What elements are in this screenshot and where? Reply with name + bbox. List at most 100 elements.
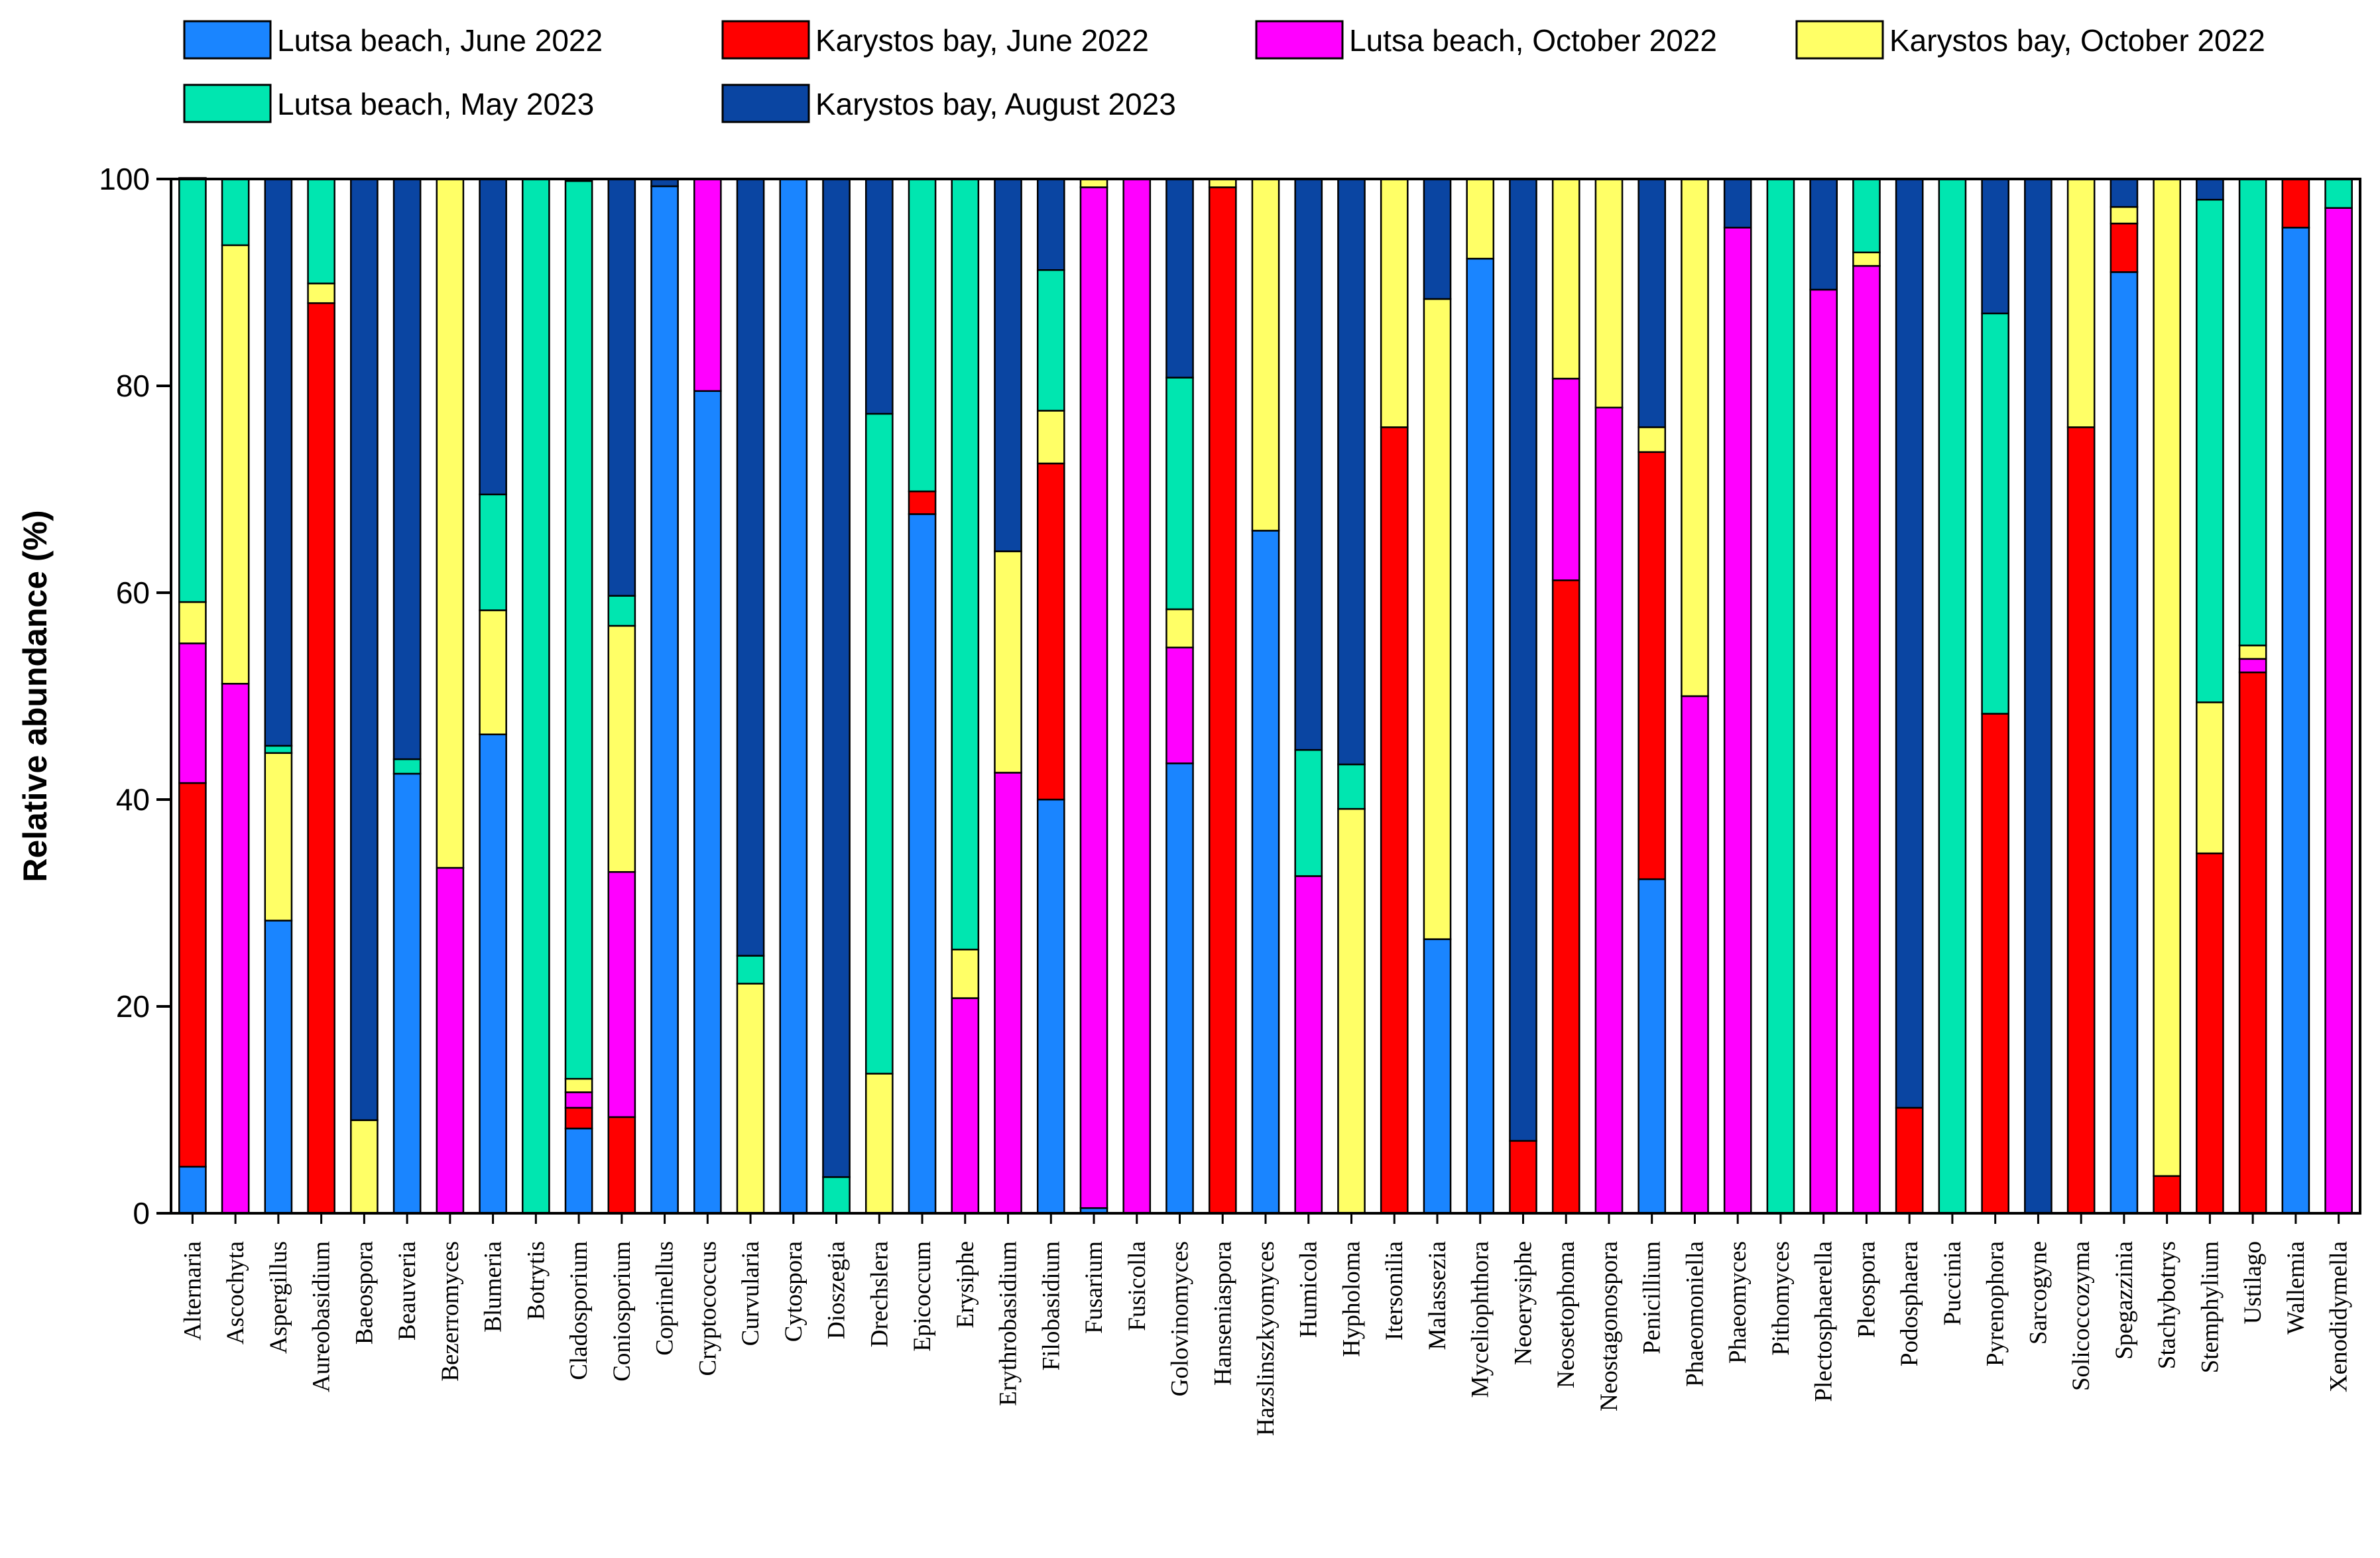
bar-segment-wallemia-s1 (2281, 178, 2310, 229)
x-tick-label: Cytospora (780, 1241, 807, 1342)
y-tick-label: 60 (116, 575, 150, 610)
bar-segment-cladosporium-s3 (564, 1077, 593, 1093)
bar-segment-hypholoma-s4 (1337, 763, 1366, 810)
bar-segment-baeospora-s3 (350, 1119, 379, 1215)
bar-segment-baeospora-s5 (350, 178, 379, 1121)
bar-segment-blumeria-s0 (479, 733, 507, 1215)
bar-segment-pleospora-s3 (1852, 251, 1881, 267)
bar-segment-neostagonospora-s2 (1594, 406, 1624, 1215)
legend-swatch (1795, 20, 1884, 60)
bar-segment-erysiphe-s3 (951, 948, 980, 999)
bar-segment-malassezia-s0 (1423, 938, 1452, 1215)
bar-segment-stemphylium-s5 (2196, 178, 2224, 201)
bar-segment-beauveria-s4 (392, 758, 422, 775)
x-tick-label: Hypholoma (1338, 1241, 1365, 1357)
x-tick-label: Ascochyta (222, 1241, 249, 1345)
x-tick-label: Podosphaera (1896, 1241, 1923, 1366)
bar-segment-golovinomyces-s4 (1165, 377, 1194, 611)
x-tick-label: Neoerysiphe (1510, 1241, 1537, 1365)
bar-segment-dioszegia-s5 (822, 178, 851, 1178)
bar-segment-myceliophthora-s0 (1466, 257, 1495, 1215)
chart-legend: Lutsa beach, June 2022 Karystos bay, June… (183, 20, 2265, 123)
bar-area (178, 177, 2353, 1215)
bar-segment-aureobasidium-s1 (307, 302, 335, 1215)
bar-segment-ustilago-s3 (2238, 644, 2267, 660)
bar-segment-plectosphaerella-s2 (1809, 288, 1838, 1215)
bar-segment-spegazzinia-s1 (2110, 222, 2139, 273)
bar-segment-curvularia-s4 (736, 955, 765, 985)
bar-segment-erythrobasidium-s3 (994, 550, 1022, 774)
bar-segment-blumeria-s4 (479, 493, 507, 611)
bar-segment-neostagonospora-s3 (1594, 178, 1624, 409)
bar-segment-phaeomyces-s5 (1723, 178, 1752, 229)
bar-segment-fusarium-s2 (1079, 186, 1108, 1209)
bar-segment-golovinomyces-s3 (1165, 608, 1194, 648)
bar-segment-bezerromyces-s3 (436, 178, 465, 869)
bar-segment-fusicolla-s2 (1122, 178, 1152, 1215)
bar-segment-hazslinszkyomyces-s0 (1251, 530, 1280, 1215)
x-tick-label: Pleospora (1853, 1241, 1880, 1338)
bar-segment-cladosporium-s1 (564, 1107, 593, 1130)
bar-segment-pyrenophora-s1 (1981, 713, 2009, 1215)
bar-segment-itersonilia-s3 (1380, 178, 1409, 428)
bar-segment-bezerromyces-s2 (436, 867, 465, 1215)
x-tick-label: Curvularia (737, 1241, 764, 1346)
bar-segment-pithomyces-s4 (1766, 178, 1795, 1215)
x-tick-label: Phaeomyces (1724, 1241, 1752, 1364)
bar-segment-cladosporium-s0 (564, 1127, 593, 1215)
bar-segment-hypholoma-s3 (1337, 808, 1366, 1215)
legend-swatch (183, 20, 272, 60)
x-tick-label: Malassezia (1424, 1241, 1451, 1350)
y-axis-title: Relative abundance (%) (17, 510, 54, 882)
bar-segment-beauveria-s5 (392, 178, 422, 760)
bar-segment-hazslinszkyomyces-s3 (1251, 178, 1280, 532)
bar-segment-pleospora-s4 (1852, 178, 1881, 254)
x-tick-label: Fusicolla (1124, 1241, 1151, 1331)
bar-segment-pyrenophora-s4 (1981, 312, 2009, 715)
x-tick-label: Stachybotrys (2154, 1241, 2181, 1369)
bar-segment-neosetophoma-s3 (1551, 178, 1580, 380)
legend-swatch (721, 20, 810, 60)
bar-segment-coniosporium-s4 (607, 595, 636, 627)
x-tick-label: Myceliophthora (1467, 1241, 1494, 1398)
bar-segment-stemphylium-s4 (2196, 198, 2224, 703)
bar-segment-alternaria-s4 (178, 177, 207, 603)
x-tick-label: Hanseniaspora (1209, 1241, 1236, 1386)
bar-segment-aspergillus-s3 (264, 752, 293, 922)
x-tick-label: Fusarium (1081, 1241, 1108, 1334)
bar-segment-alternaria-s2 (178, 642, 207, 784)
bar-segment-solicoccozyma-s3 (2066, 178, 2096, 428)
bar-segment-aspergillus-s0 (264, 920, 293, 1215)
legend-swatch (1255, 20, 1344, 60)
bar-segment-itersonilia-s1 (1380, 426, 1409, 1215)
bar-segment-neosetophoma-s2 (1551, 377, 1580, 581)
x-tick-label: Itersonilia (1381, 1241, 1408, 1341)
bar-segment-curvularia-s5 (736, 178, 765, 957)
x-tick-label: Pyrenophora (1982, 1241, 2009, 1366)
bar-segment-erysiphe-s4 (951, 178, 980, 951)
bar-segment-ascochyta-s2 (221, 683, 250, 1215)
bar-segment-solicoccozyma-s1 (2066, 426, 2096, 1215)
x-tick-label: Spegazzinia (2111, 1241, 2138, 1360)
x-tick-label: Epicoccum (909, 1241, 936, 1352)
bar-segment-alternaria-s3 (178, 601, 207, 644)
x-tick-label: Humicola (1295, 1241, 1323, 1338)
bar-segment-humicola-s5 (1294, 178, 1323, 751)
x-tick-label: Bezerromyces (437, 1241, 464, 1382)
y-tick-label: 80 (116, 369, 150, 403)
bar-segment-coprinellus-s0 (650, 185, 679, 1215)
x-tick-label: Alternaria (179, 1241, 206, 1341)
bar-segment-alternaria-s0 (178, 1166, 207, 1215)
x-tick-label: Stemphylium (2196, 1241, 2224, 1374)
bar-segment-neoerysiphe-s1 (1509, 1140, 1537, 1215)
bar-segment-filobasidium-s4 (1036, 269, 1065, 412)
bar-segment-neosetophoma-s1 (1551, 579, 1580, 1215)
bar-segment-stemphylium-s1 (2196, 852, 2224, 1215)
bar-segment-stemphylium-s3 (2196, 701, 2224, 855)
bar-segment-spegazzinia-s5 (2110, 178, 2139, 208)
bar-segment-penicillium-s5 (1637, 178, 1667, 428)
y-tick-label: 0 (133, 1196, 150, 1230)
x-tick-label: Pithomyces (1767, 1241, 1795, 1356)
bar-segment-aspergillus-s5 (264, 178, 293, 747)
bar-segment-neoerysiphe-s5 (1509, 178, 1537, 1142)
